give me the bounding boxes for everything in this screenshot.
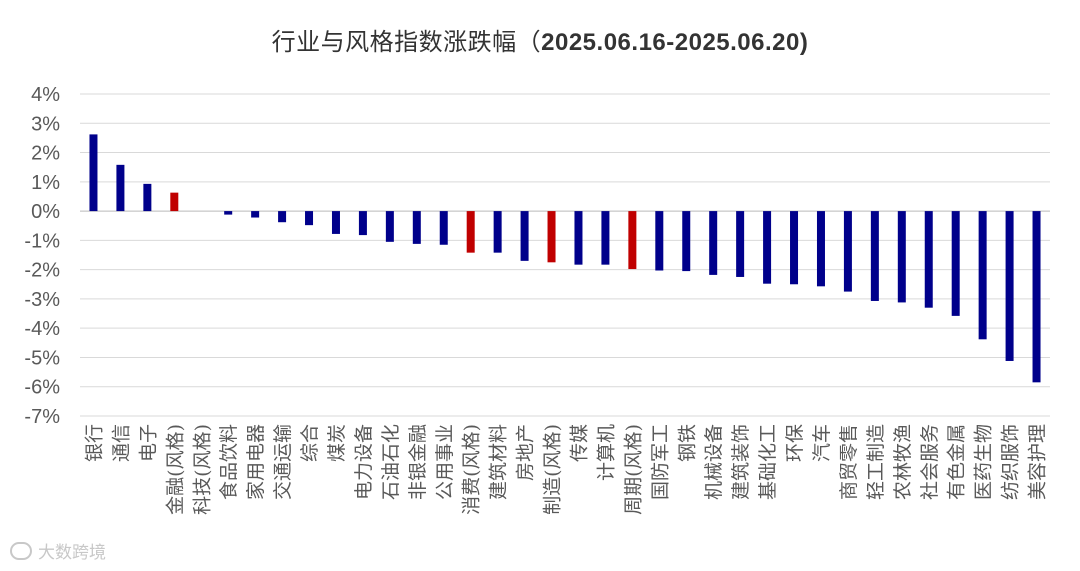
- y-tick-label: -3%: [24, 289, 60, 311]
- bar: [466, 211, 475, 253]
- bar: [736, 211, 745, 277]
- x-category-label: 美容护理: [1027, 424, 1049, 500]
- x-category-label: 食品饮料: [218, 424, 240, 500]
- bar: [412, 211, 421, 244]
- y-tick-label: 2%: [31, 143, 60, 165]
- bar: [870, 211, 879, 301]
- x-category-label: 有色金属: [946, 424, 968, 500]
- x-category-label: 交通运输: [272, 424, 294, 500]
- x-category-label: 商贸零售: [838, 424, 860, 500]
- x-category-label: 通信: [110, 424, 132, 462]
- x-category-label: 轻工制造: [865, 424, 887, 500]
- x-category-label: 纺织服饰: [1000, 424, 1022, 500]
- bar: [439, 211, 448, 245]
- x-category-label: 国防军工: [649, 424, 671, 500]
- x-category-label: 综合: [299, 424, 321, 462]
- x-category-label: 社会服务: [919, 424, 941, 500]
- x-category-label: 建筑材料: [488, 424, 510, 500]
- bar: [1032, 211, 1041, 383]
- bar: [331, 211, 340, 234]
- chart-title-date: 2025.06.16-2025.06.20): [541, 29, 809, 56]
- y-tick-label: 1%: [31, 172, 60, 194]
- bar: [547, 211, 556, 263]
- bar: [682, 211, 691, 272]
- x-category-label: 科技(风格): [191, 424, 213, 515]
- x-category-label: 钢铁: [676, 424, 698, 462]
- bar: [843, 211, 852, 292]
- bar: [305, 211, 314, 226]
- x-category-label: 周期(风格): [622, 424, 644, 515]
- bar: [924, 211, 933, 308]
- x-category-label: 金融(风格): [164, 424, 186, 515]
- x-category-label: 机械设备: [703, 424, 725, 500]
- bar: [574, 211, 583, 265]
- bar: [897, 211, 906, 303]
- bar: [978, 211, 987, 340]
- y-tick-label: -4%: [24, 318, 60, 340]
- x-category-label: 电子: [137, 424, 159, 462]
- bar: [170, 192, 179, 212]
- y-tick-label: 4%: [31, 84, 60, 106]
- bar: [358, 211, 367, 236]
- x-category-label: 汽车: [811, 424, 833, 462]
- x-category-label: 石油石化: [380, 424, 402, 500]
- bar: [601, 211, 610, 265]
- x-axis-category-labels: 银行 通信 电子 金融(风格) 科技(风格) 食品饮料 家用电器 交通运输 综合 煤炭 电力设备 石油…: [83, 424, 1048, 515]
- x-category-label: 非银金融: [407, 424, 429, 500]
- y-tick-label: -6%: [24, 377, 60, 399]
- y-axis-ticks: 4% 3% 2% 1% 0% -1% -2% -3% -4% -5% -6% -7%: [24, 84, 60, 428]
- bar: [278, 211, 287, 223]
- bar: [1005, 211, 1014, 361]
- bar: [493, 211, 502, 253]
- x-category-label: 医药生物: [973, 424, 995, 500]
- x-category-label: 电力设备: [353, 424, 375, 500]
- y-tick-label: -1%: [24, 230, 60, 252]
- bar: [951, 211, 960, 316]
- bars: [89, 134, 1041, 383]
- x-category-label: 环保: [784, 424, 806, 462]
- bar: [655, 211, 664, 271]
- watermark: 大数跨境: [10, 538, 106, 563]
- chart-title-text: 行业与风格指数涨跌幅（: [271, 28, 542, 56]
- y-tick-label: -2%: [24, 260, 60, 282]
- y-tick-label: 3%: [31, 113, 60, 135]
- watermark-text: 大数跨境: [38, 543, 106, 563]
- bar: [385, 211, 394, 242]
- bar: [224, 211, 233, 215]
- x-category-label: 银行: [83, 424, 105, 462]
- x-category-label: 传媒: [568, 424, 590, 462]
- bar: [763, 211, 772, 284]
- bar: [628, 211, 637, 270]
- watermark-logo-icon: [10, 541, 32, 560]
- y-tick-label: 0%: [31, 201, 60, 223]
- bar: [89, 134, 98, 212]
- x-category-label: 建筑装饰: [730, 424, 752, 500]
- bar: [816, 211, 825, 287]
- bar: [709, 211, 718, 275]
- bar: [251, 211, 260, 218]
- bar: [116, 164, 125, 212]
- y-tick-label: -5%: [24, 347, 60, 369]
- x-category-label: 消费(风格): [461, 424, 483, 515]
- x-category-label: 农林牧渔: [892, 424, 914, 500]
- x-category-label: 基础化工: [757, 424, 779, 500]
- x-category-label: 计算机: [595, 424, 617, 481]
- x-category-label: 公用事业: [434, 424, 456, 500]
- bar: [143, 183, 152, 212]
- y-tick-label: -7%: [24, 406, 60, 428]
- x-category-label: 家用电器: [245, 424, 267, 500]
- bar: [790, 211, 799, 285]
- bar: [520, 211, 529, 261]
- x-category-label: 制造(风格): [542, 424, 564, 515]
- x-category-label: 房地产: [515, 424, 537, 481]
- chart-title: 行业与风格指数涨跌幅（2025.06.16-2025.06.20): [0, 22, 1080, 57]
- x-category-label: 煤炭: [326, 424, 348, 462]
